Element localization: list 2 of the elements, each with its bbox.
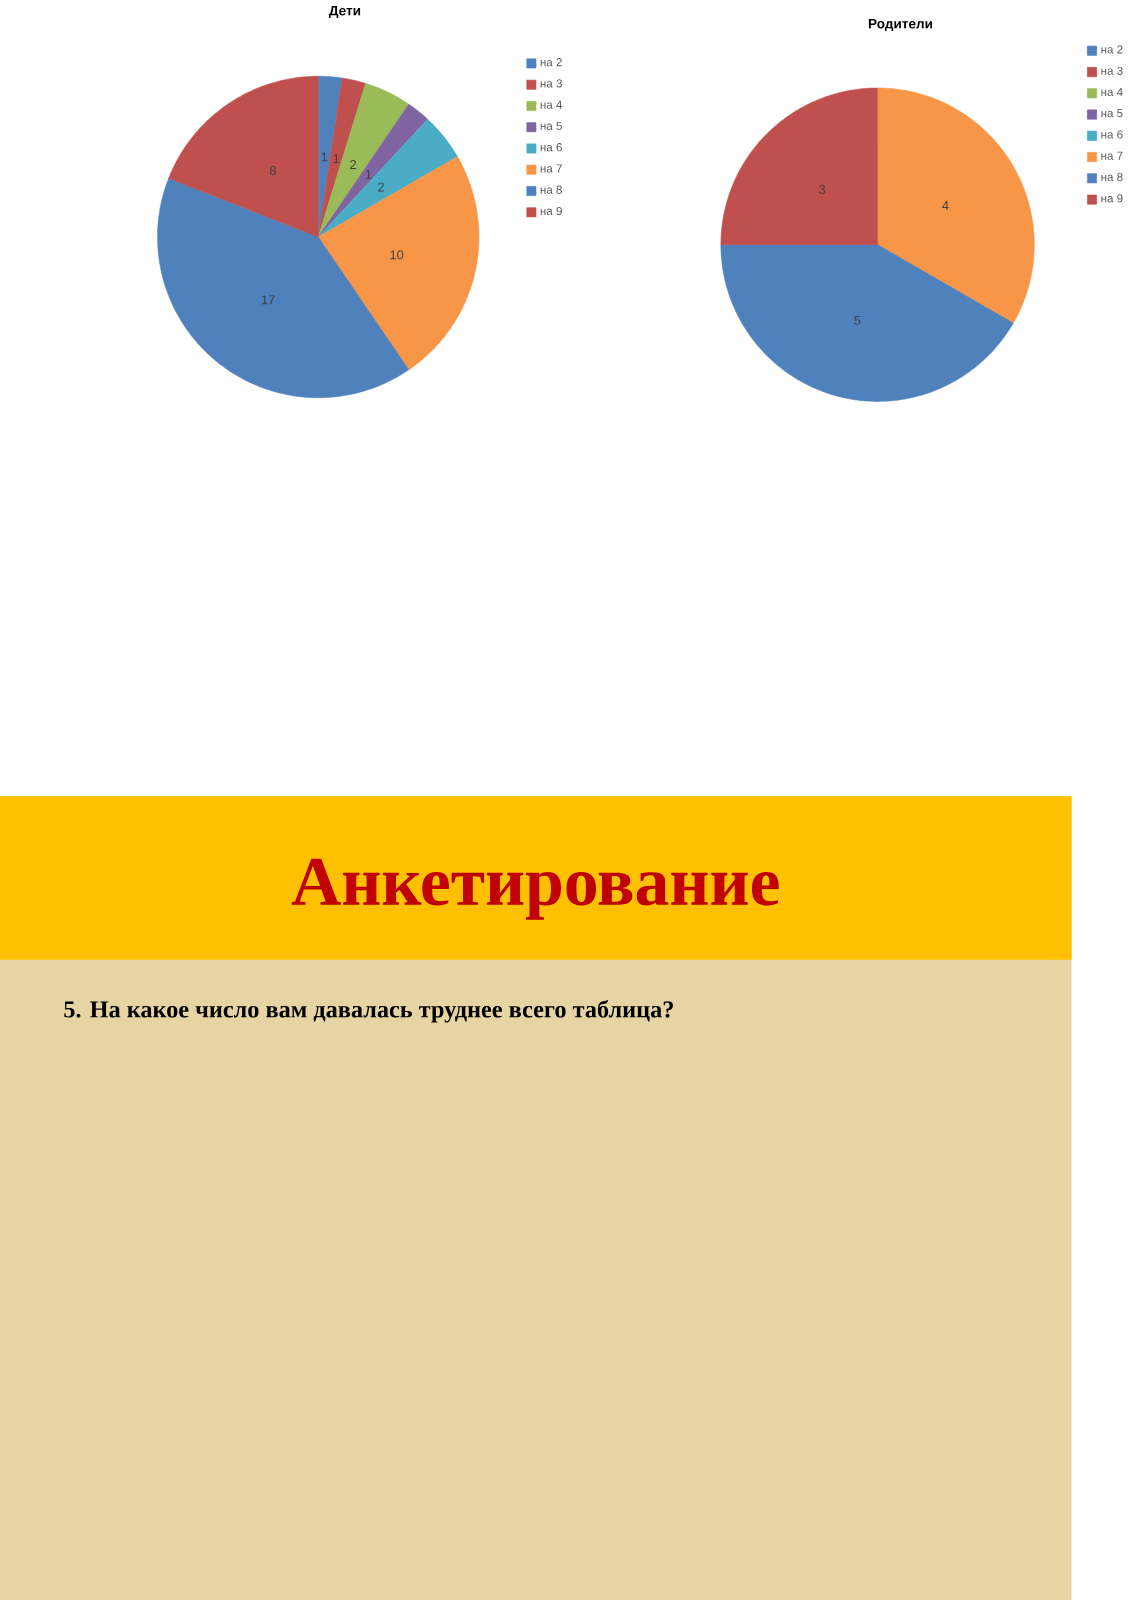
text: 5. На какое число вам давалась труднее всего таблица? bbox=[64, 999, 673, 1023]
text: Анкетирование bbox=[291, 858, 779, 920]
